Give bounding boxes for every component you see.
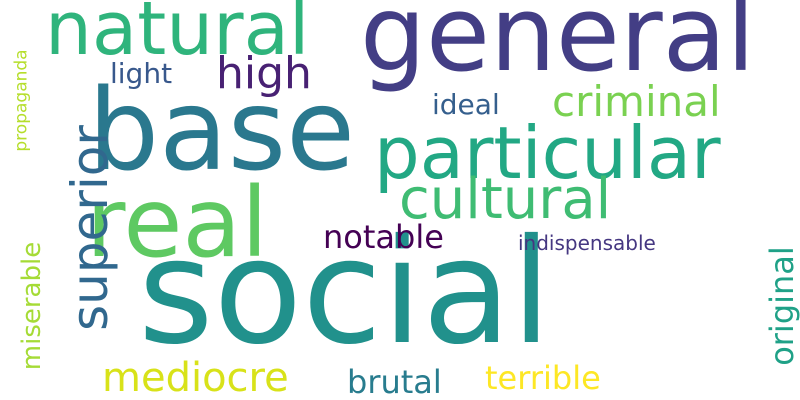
word-base: base — [88, 66, 355, 196]
word-miserable: miserable — [17, 241, 48, 371]
word-general: general — [360, 0, 756, 95]
word-high: high — [216, 48, 312, 99]
word-particular: particular — [374, 111, 721, 195]
word-light: light — [110, 57, 173, 90]
word-cultural: cultural — [399, 167, 612, 232]
word-social: social — [138, 208, 552, 377]
word-criminal: criminal — [552, 77, 721, 126]
word-indispensable: indispensable — [518, 231, 656, 255]
word-mediocre: mediocre — [102, 355, 289, 400]
word-brutal: brutal — [347, 363, 442, 400]
word-notable: notable — [323, 218, 444, 256]
word-superior: superior — [60, 125, 119, 331]
word-real: real — [86, 167, 268, 279]
word-ideal: ideal — [432, 88, 500, 121]
word-original: original — [762, 246, 800, 366]
word-natural: natural — [45, 0, 310, 72]
word-propaganda: propaganda — [11, 49, 32, 152]
word-terrible: terrible — [485, 359, 601, 397]
